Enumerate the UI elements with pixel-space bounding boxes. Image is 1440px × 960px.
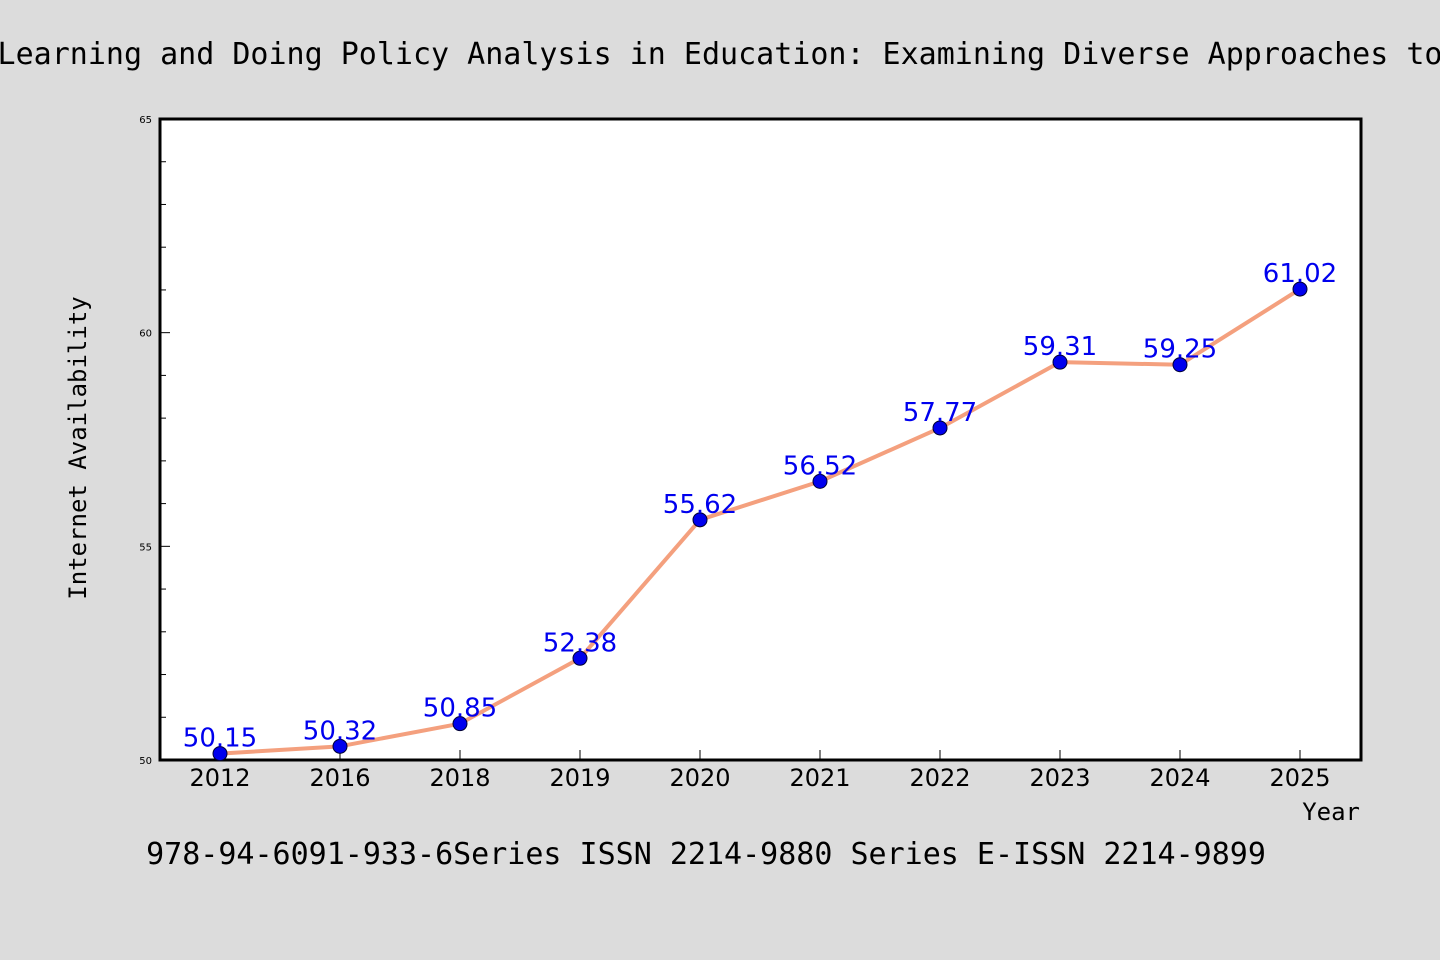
series-line	[218, 287, 1302, 756]
data-markers	[212, 281, 1308, 762]
plot-area	[158, 117, 1363, 762]
data-point	[1172, 357, 1188, 373]
y-tick-label: 65	[139, 115, 152, 126]
x-tick-label: 2012	[189, 764, 250, 792]
data-point	[1052, 354, 1068, 370]
data-label: 52.38	[543, 628, 617, 658]
x-tick-label: 2020	[669, 764, 730, 792]
data-label: 56.52	[783, 451, 857, 481]
data-label: 59.25	[1143, 335, 1217, 365]
x-tick-label: 2022	[909, 764, 970, 792]
y-tick-label: 55	[139, 542, 152, 553]
x-tick-label: 2018	[429, 764, 490, 792]
data-point	[692, 512, 708, 528]
data-label: 59.31	[1023, 332, 1097, 362]
data-label: 55.62	[663, 490, 737, 520]
data-point	[812, 473, 828, 489]
footer-isbn-text: 978-94-6091-933-6Series ISSN 2214-9880 S…	[146, 837, 1266, 872]
x-tick-label: 2021	[789, 764, 850, 792]
y-axis: 50 55 60 65	[139, 115, 170, 767]
data-point	[332, 738, 348, 754]
x-tick-label: 2019	[549, 764, 610, 792]
data-point	[1292, 281, 1308, 297]
x-tick-label: 2025	[1269, 764, 1330, 792]
x-tick-label: 2016	[309, 764, 370, 792]
data-point	[212, 746, 228, 762]
data-labels: 50.15 50.32 50.85 52.38 55.62 56.52 57.77 59.31…	[183, 259, 1337, 754]
series-line-group	[218, 287, 1302, 756]
data-label: 61.02	[1263, 259, 1337, 289]
y-tick-label: 50	[139, 756, 152, 767]
data-label: 57.77	[903, 398, 977, 428]
y-tick-label: 60	[139, 329, 152, 340]
x-axis-label: Year	[1302, 798, 1360, 826]
x-axis: 2012 2016 2018 2019 2020 2021 2022 2023 2024 2025	[189, 750, 1331, 792]
data-point	[452, 716, 468, 732]
x-tick-label: 2023	[1029, 764, 1090, 792]
y-axis-label: Internet Availability	[64, 296, 92, 599]
data-point	[932, 420, 948, 436]
data-label: 50.85	[423, 694, 497, 724]
x-tick-label: 2024	[1149, 764, 1210, 792]
data-label: 50.15	[183, 724, 257, 754]
chart-title: Learning and Doing Policy Analysis in Ed…	[0, 37, 1440, 72]
data-label: 50.32	[303, 716, 377, 746]
data-point	[572, 650, 588, 666]
